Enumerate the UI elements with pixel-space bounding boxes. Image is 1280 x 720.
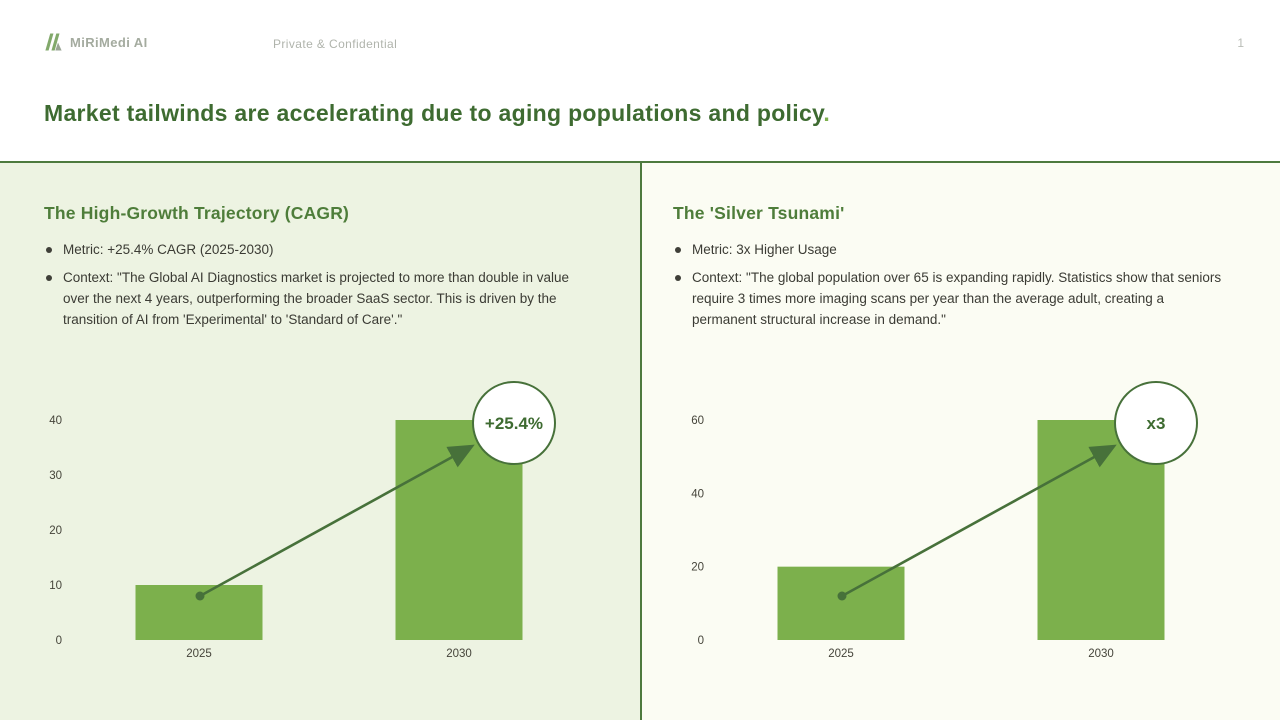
svg-text:60: 60: [691, 415, 704, 427]
panel-silver-tsunami: The 'Silver Tsunami' Metric: 3x Higher U…: [642, 163, 1280, 720]
header: MiRiMedi AI Private & Confidential 1: [0, 0, 1280, 161]
svg-text:40: 40: [691, 488, 704, 500]
brand-logo-icon: [43, 33, 62, 51]
svg-text:20: 20: [49, 525, 62, 537]
panel-cagr-bullets: Metric: +25.4% CAGR (2025-2030) Context:…: [44, 239, 596, 337]
svg-text:30: 30: [49, 470, 62, 482]
bullet-item: Context: "The Global AI Diagnostics mark…: [44, 267, 596, 330]
brand-name: MiRiMedi AI: [70, 34, 148, 50]
svg-text:2025: 2025: [186, 648, 212, 660]
svg-text:20: 20: [691, 562, 704, 574]
svg-text:2025: 2025: [828, 648, 854, 660]
svg-text:0: 0: [698, 635, 704, 647]
panel-cagr-heading: The High-Growth Trajectory (CAGR): [44, 203, 350, 223]
svg-text:x3: x3: [1147, 414, 1166, 433]
title-divider: [0, 161, 1280, 163]
svg-text:0: 0: [56, 635, 62, 647]
panel-silver-tsunami-heading: The 'Silver Tsunami': [673, 203, 845, 223]
usage-bar-chart: 0 20 40 60 2025 2030 x3: [691, 381, 1198, 660]
slide-title: Market tailwinds are accelerating due to…: [44, 100, 830, 127]
bullet-item: Context: "The global population over 65 …: [673, 267, 1225, 330]
panel-cagr: The High-Growth Trajectory (CAGR) Metric…: [0, 163, 640, 720]
panel-divider: [640, 163, 642, 720]
svg-text:40: 40: [49, 415, 62, 427]
bullet-item: Metric: +25.4% CAGR (2025-2030): [44, 239, 596, 260]
slide-title-period: .: [823, 100, 831, 126]
panel-silver-tsunami-bullets: Metric: 3x Higher Usage Context: "The gl…: [673, 239, 1225, 337]
bullet-item: Metric: 3x Higher Usage: [673, 239, 1225, 260]
page-number: 1: [1237, 36, 1244, 50]
svg-text:10: 10: [49, 580, 62, 592]
slide-title-text: Market tailwinds are accelerating due to…: [44, 100, 824, 126]
svg-text:+25.4%: +25.4%: [485, 414, 543, 433]
brand: MiRiMedi AI: [43, 33, 148, 51]
svg-text:2030: 2030: [446, 648, 472, 660]
content-panels: The High-Growth Trajectory (CAGR) Metric…: [0, 163, 1280, 720]
svg-text:2030: 2030: [1088, 648, 1114, 660]
confidential-label: Private & Confidential: [273, 37, 398, 51]
